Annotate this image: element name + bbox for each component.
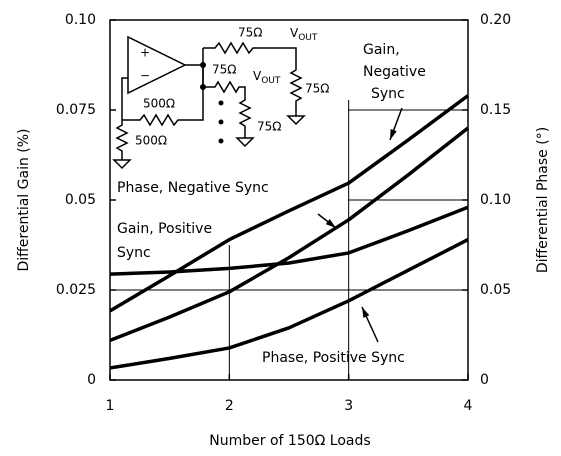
circuit-wire bbox=[202, 65, 208, 88]
y2-axis-label: Differential Phase (°) bbox=[535, 127, 551, 273]
opamp-minus: − bbox=[140, 69, 150, 83]
annotation: Gain, bbox=[363, 42, 400, 58]
opamp-plus: + bbox=[140, 46, 150, 60]
resistor-label: 75Ω bbox=[305, 82, 329, 96]
line-series bbox=[109, 205, 469, 276]
y-tick-label: 0 bbox=[87, 372, 96, 388]
y2-tick-label: 0.05 bbox=[480, 282, 511, 298]
y2-tick-label: 0.10 bbox=[480, 192, 511, 208]
resistor-label: 500Ω bbox=[135, 134, 167, 148]
node bbox=[200, 84, 206, 90]
circuit-inset: + − 75Ω 75Ω 75Ω 75Ω 500Ω 500Ω VOUT VOUT bbox=[112, 26, 329, 170]
dot bbox=[218, 100, 224, 106]
node bbox=[200, 62, 206, 68]
y-tick-label: 0.05 bbox=[65, 192, 96, 208]
resistor-label: 75Ω bbox=[238, 26, 262, 40]
annotation: Sync bbox=[371, 86, 405, 102]
annotation: Sync bbox=[117, 245, 151, 261]
line-series bbox=[109, 238, 469, 370]
y-axis-label: Differential Gain (%) bbox=[16, 128, 32, 271]
resistor-label: 75Ω bbox=[212, 63, 236, 77]
y2-tick-label: 0.20 bbox=[480, 12, 511, 28]
x-axis-label: Number of 150Ω Loads bbox=[209, 433, 370, 449]
dot bbox=[218, 138, 224, 144]
annotation: Gain, Positive bbox=[117, 221, 212, 237]
y2-tick-label: 0.15 bbox=[480, 102, 511, 118]
op-amp bbox=[127, 35, 187, 95]
arrow-head bbox=[325, 218, 336, 228]
y2-tick-label: 0 bbox=[480, 372, 489, 388]
arrow-head bbox=[362, 307, 370, 318]
annotation: Phase, Positive Sync bbox=[262, 350, 405, 366]
vout-label: VOUT bbox=[290, 26, 318, 43]
arrow-head bbox=[390, 129, 397, 140]
x-tick-label: 3 bbox=[344, 398, 353, 414]
vout-label: VOUT bbox=[253, 69, 281, 86]
annotation: Phase, Negative Sync bbox=[117, 180, 269, 196]
line-series bbox=[109, 126, 470, 343]
y-tick-label: 0.075 bbox=[56, 102, 96, 118]
resistor-label: 500Ω bbox=[143, 97, 175, 111]
resistor-label: 75Ω bbox=[257, 120, 281, 134]
x-tick-label: 4 bbox=[464, 398, 473, 414]
x-tick-label: 1 bbox=[106, 398, 115, 414]
dot bbox=[218, 119, 224, 125]
y-tick-label: 0.025 bbox=[56, 282, 96, 298]
line-series bbox=[109, 94, 470, 313]
annotation: Negative bbox=[363, 64, 426, 80]
y-tick-label: 0.10 bbox=[65, 12, 96, 28]
x-tick-label: 2 bbox=[225, 398, 234, 414]
